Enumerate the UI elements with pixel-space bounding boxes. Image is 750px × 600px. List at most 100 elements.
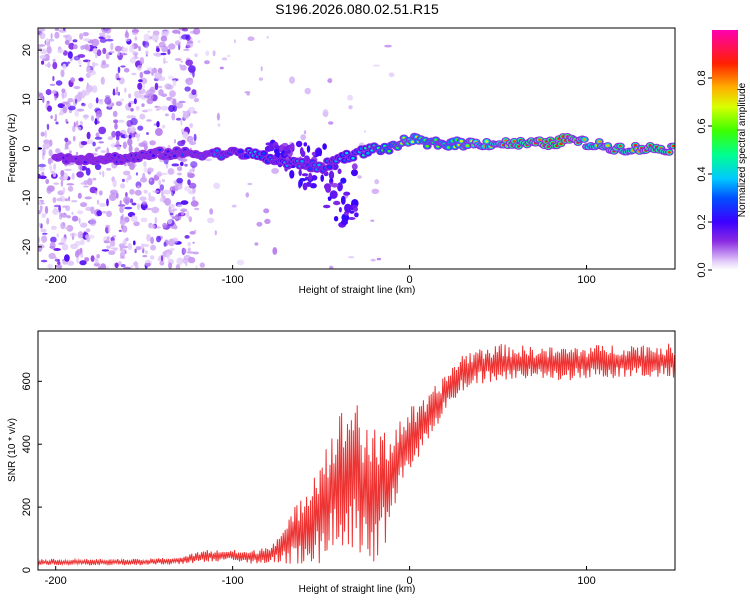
spectrogram-noise-blob [63,172,69,181]
spectrogram-dispersion-blob [351,169,358,177]
spectrogram-noise-blob [106,198,109,207]
spectrogram-noise-blob [66,260,75,266]
spectrogram-noise-blob [363,130,367,133]
spectrogram-ridge-mark [158,148,162,152]
spectrogram-noise-blob [96,117,100,125]
spectrogram-noise-blob [46,41,51,48]
spectrogram-noise-blob [38,163,46,168]
spectrogram-noise-blob [42,142,50,150]
spectrogram-noise-blob [204,158,213,162]
spectrogram-noise-blob [143,189,148,194]
spectrogram-noise-blob [119,206,124,214]
spectrogram-noise-blob [171,190,175,197]
spectrogram-noise-blob [388,72,395,78]
spectrogram-noise-blob [56,233,59,238]
spectrogram-noise-blob [54,118,57,122]
spectrogram-noise-blob [156,235,161,243]
spectrogram-noise-blob [142,255,148,258]
spectrogram-noise-blob [61,92,65,100]
spectrogram-noise-blob [163,241,167,247]
chart-title: S196.2026.080.02.51.R15 [275,1,439,17]
spectrogram-noise-blob [124,134,128,138]
spectrogram-noise-blob [100,150,106,153]
spectrogram-noise-blob [219,66,224,70]
colorbar-tick-label: 0.8 [696,70,708,85]
spectrogram-noise-blob [77,126,82,130]
spectrogram-dispersion-blob [347,217,356,220]
spectrogram-noise-blob [120,183,126,189]
spectrogram-noise-blob [123,196,131,204]
spectrogram-noise-blob [125,192,128,198]
spectrogram-noise-blob [40,228,47,233]
spectrogram-noise-blob [188,216,192,223]
spectrogram-noise-blob [70,77,75,83]
spectrogram-x-label: Height of straight line (km) [299,285,416,296]
spectrogram-noise-blob [117,91,120,96]
spectrogram-noise-blob [180,64,187,71]
spectrogram-noise-blob [271,168,279,174]
spectrogram-ridge-mark [344,151,349,155]
spectrogram-noise-blob [68,196,71,202]
spectrogram-noise-blob [92,141,96,147]
spectrogram-noise-blob [43,139,50,145]
spectrogram-noise-blob [180,208,188,212]
spectrogram-noise-blob [172,208,178,211]
spectrogram-noise-blob [73,121,76,128]
spectrogram-noise-blob [171,112,176,121]
snr-x-tick-label: 100 [577,575,595,587]
spectrogram-noise-blob [139,113,146,120]
snr-x-tick-label: 0 [407,575,413,587]
spectrogram-noise-blob [44,63,52,67]
spectrogram-noise-blob [62,105,67,114]
spectrogram-noise-blob [82,114,89,119]
spectrogram-noise-blob [188,65,196,73]
spectrogram-noise-blob [181,34,190,40]
snr-y-tick-label: 0 [21,567,33,573]
spectrogram-noise-blob [60,222,66,230]
spectrogram-noise-blob [145,50,149,56]
spectrogram-noise-blob [148,196,156,202]
spectrogram-noise-blob [94,118,98,125]
spectrogram-noise-blob [156,121,160,128]
spectrogram-noise-blob [102,47,107,55]
spectrogram-noise-blob [47,105,52,112]
spectrogram-noise-blob [64,198,69,202]
spectrogram-ridge-mark [300,159,304,163]
spectrogram-noise-blob [189,123,194,128]
spectrogram-noise-blob [127,174,132,181]
spectrogram-ridge-mark [485,140,489,143]
spectrogram-noise-blob [254,242,259,246]
spectrogram-noise-blob [118,243,126,249]
spectrogram-noise-blob [48,149,53,157]
spectrogram-dispersion-blob [340,177,347,184]
spectrogram-noise-blob [357,175,362,179]
spectrogram-dispersion-blob [329,178,333,182]
spectrogram-noise-blob [85,90,90,96]
spectrogram-dispersion-blob [290,142,295,151]
spectrogram-ridge-mark [245,154,249,158]
spectrogram-noise-blob [160,52,167,56]
spectrogram-ridge-mark [64,160,69,163]
spectrogram-noise-blob [92,85,98,93]
spectrogram-noise-blob [143,161,147,168]
spectrogram-noise-blob [103,34,111,39]
spectrogram-y-tick-label: -10 [21,190,33,206]
spectrogram-noise-blob [54,95,57,101]
spectrogram-noise-blob [191,89,197,96]
spectrogram-noise-blob [129,162,135,170]
spectrogram-noise-blob [61,205,68,208]
spectrogram-noise-blob [75,120,79,128]
spectrogram-noise-blob [57,190,65,196]
spectrogram-noise-blob [140,217,148,223]
spectrogram-noise-blob [99,99,103,102]
spectrogram-noise-blob [112,235,117,238]
spectrogram-noise-blob [78,77,84,82]
spectrogram-noise-blob [97,146,101,150]
spectrogram-noise-blob [189,168,193,174]
spectrogram-noise-blob [66,183,75,186]
spectrogram-noise-blob [99,202,106,208]
spectrogram-noise-blob [151,206,160,214]
spectrogram-noise-blob [133,221,140,227]
spectrogram-noise-blob [55,148,60,153]
spectrogram-noise-blob [172,225,178,230]
